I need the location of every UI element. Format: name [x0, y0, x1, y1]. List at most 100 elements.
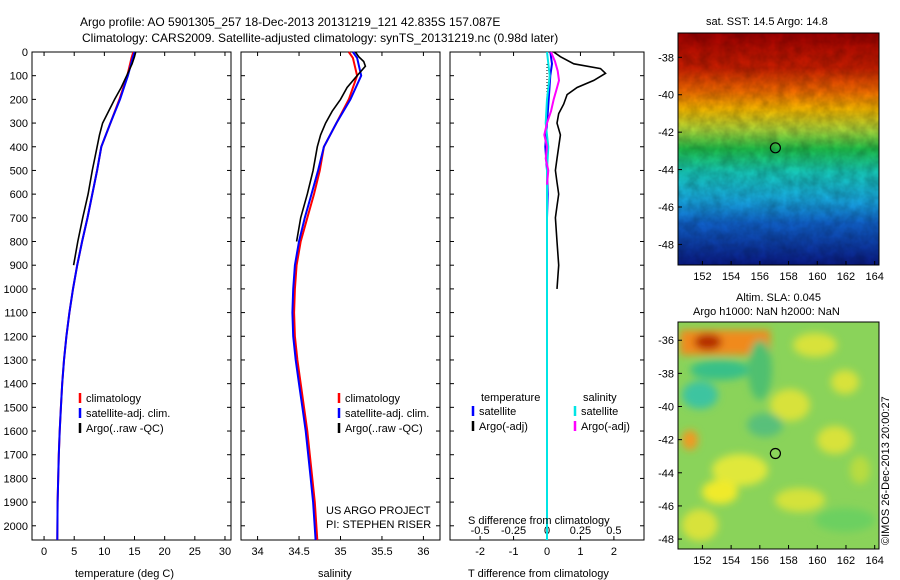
top-axis-label-s-diff: S difference from climatology: [468, 515, 610, 527]
y-tick-label: 600: [10, 189, 28, 201]
x-tick-label: 0: [41, 546, 47, 558]
y-tick-label: 700: [10, 213, 28, 225]
y-tick-label: 1700: [4, 450, 28, 462]
top-x-tick-label: -0.5: [471, 525, 490, 537]
map-sst: sat. SST: 14.5 Argo: 14.8 152 154 156 158 16…: [658, 16, 884, 283]
x-tick-label: 25: [189, 546, 201, 558]
panel-difference: -2 -1 0 1 2-0.5 -0.25 0 0.25 0.5 S difference fr…: [449, 51, 645, 580]
map-y-tick-label: -46: [658, 501, 674, 513]
x-tick-label: -2: [475, 546, 485, 558]
map-y-tick-label: -40: [658, 402, 674, 414]
legend-difference: temperature salinity satellite Argo(-adj) sa…: [471, 392, 630, 433]
y-tick-label: 900: [10, 260, 28, 272]
y-tick-label: 400: [10, 142, 28, 154]
x-axis-label-t-diff: T difference from climatology: [468, 568, 609, 580]
map-x-tick-label: 158: [779, 271, 797, 283]
legend-label: climatology: [345, 393, 401, 405]
map-y-tick-label: -44: [658, 165, 674, 177]
legend-label: Argo(..raw -QC): [345, 423, 423, 435]
map-y-tick-label: -42: [658, 127, 674, 139]
legend-label: satellite-adj. clim.: [345, 408, 429, 420]
imos-watermark: ©IMOS 26-Dec-2013 20:00:27: [880, 396, 892, 545]
legend-label: Argo(-adj): [479, 421, 528, 433]
map-sst-title: sat. SST: 14.5 Argo: 14.8: [706, 16, 828, 28]
panel-salinity: 34 34.5 35 35.5 36 salinity climatology satel…: [240, 51, 441, 580]
argo-position-marker-sla: [769, 447, 782, 460]
map-y-tick-label: -40: [658, 90, 674, 102]
map-y-tick-label: -46: [658, 202, 674, 214]
legend-label: climatology: [86, 393, 142, 405]
legend-temperature: climatology satellite-adj. clim. Argo(..ra…: [78, 393, 170, 435]
series-line: [544, 51, 551, 540]
y-tick-label: 1900: [4, 497, 28, 509]
y-tick-label: 1200: [4, 331, 28, 343]
y-tick-label: 1300: [4, 355, 28, 367]
legend-label: Argo(..raw -QC): [86, 423, 164, 435]
series-line: [291, 51, 363, 541]
x-tick-label: 35: [334, 546, 346, 558]
x-tick-label: 34: [251, 546, 263, 558]
header-line2: Climatology: CARS2009. Satellite-adjuste…: [82, 31, 558, 45]
series-line: [553, 51, 607, 289]
y-tick-label: 1400: [4, 379, 28, 391]
legend-title-salinity: salinity: [583, 392, 617, 404]
y-tick-label: 1500: [4, 402, 28, 414]
x-tick-label: 10: [98, 546, 110, 558]
legend-label: satellite: [479, 406, 516, 418]
legend-label: satellite-adj. clim.: [86, 408, 170, 420]
y-tick-label: 100: [10, 71, 28, 83]
credit-pi: PI: STEPHEN RISER: [326, 519, 431, 531]
map-sla-subtitle: Argo h1000: NaN h2000: NaN: [693, 306, 840, 318]
argo-position-marker-sst: [769, 142, 782, 154]
map-x-tick-label: 152: [693, 271, 711, 283]
x-tick-label: 5: [71, 546, 77, 558]
x-axis-label-salinity: salinity: [318, 568, 352, 580]
header-line1: Argo profile: AO 5901305_257 18-Dec-2013…: [80, 15, 500, 29]
x-tick-label: 15: [128, 546, 140, 558]
series-line: [56, 51, 136, 541]
map-x-tick-label: 154: [722, 555, 740, 567]
y-tick-label: 500: [10, 165, 28, 177]
legend-salinity: climatology satellite-adj. clim. Argo(..ra…: [337, 393, 429, 435]
y-tick-label: 1800: [4, 473, 28, 485]
map-sla-title: Altim. SLA: 0.045: [736, 292, 821, 304]
credit-project: US ARGO PROJECT: [326, 505, 431, 517]
map-x-tick-label: 162: [837, 271, 855, 283]
y-tick-label: 1600: [4, 426, 28, 438]
series-line: [72, 51, 137, 266]
y-tick-label: 200: [10, 94, 28, 106]
map-y-tick-label: -48: [658, 534, 674, 546]
y-tick-label: 2000: [4, 521, 28, 533]
map-x-tick-label: 162: [837, 555, 855, 567]
y-tick-label: 1000: [4, 284, 28, 296]
x-tick-label: 36: [417, 546, 429, 558]
map-x-tick-label: 158: [779, 555, 797, 567]
map-x-tick-label: 160: [808, 271, 826, 283]
top-x-tick-label: 0.25: [570, 525, 591, 537]
map-x-tick-label: 156: [751, 555, 769, 567]
x-axis-label-temperature: temperature (deg C): [75, 568, 174, 580]
map-y-tick-label: -36: [658, 335, 674, 347]
panel-temperature: 0 5 10 15 20 25 300100200300400500600700800900…: [4, 47, 232, 580]
y-tick-label: 800: [10, 237, 28, 249]
x-tick-label: 35.5: [371, 546, 392, 558]
y-tick-label: 1100: [4, 308, 28, 320]
legend-title-temperature: temperature: [481, 392, 540, 404]
top-x-tick-label: 0.5: [606, 525, 621, 537]
y-tick-label: 0: [22, 47, 28, 59]
map-sla: Altim. SLA: 0.045 Argo h1000: NaN h2000:…: [658, 292, 892, 567]
map-x-tick-label: 164: [866, 271, 884, 283]
map-y-tick-label: -48: [658, 239, 674, 251]
legend-label: Argo(-adj): [581, 421, 630, 433]
legend-label: satellite: [581, 406, 618, 418]
x-tick-label: 1: [577, 546, 583, 558]
map-y-tick-label: -38: [658, 368, 674, 380]
map-y-tick-label: -42: [658, 435, 674, 447]
x-tick-label: 2: [611, 546, 617, 558]
x-tick-label: 0: [544, 546, 550, 558]
x-tick-label: -1: [509, 546, 519, 558]
map-y-tick-label: -38: [658, 52, 674, 64]
series-line: [295, 51, 367, 242]
map-x-tick-label: 154: [722, 271, 740, 283]
